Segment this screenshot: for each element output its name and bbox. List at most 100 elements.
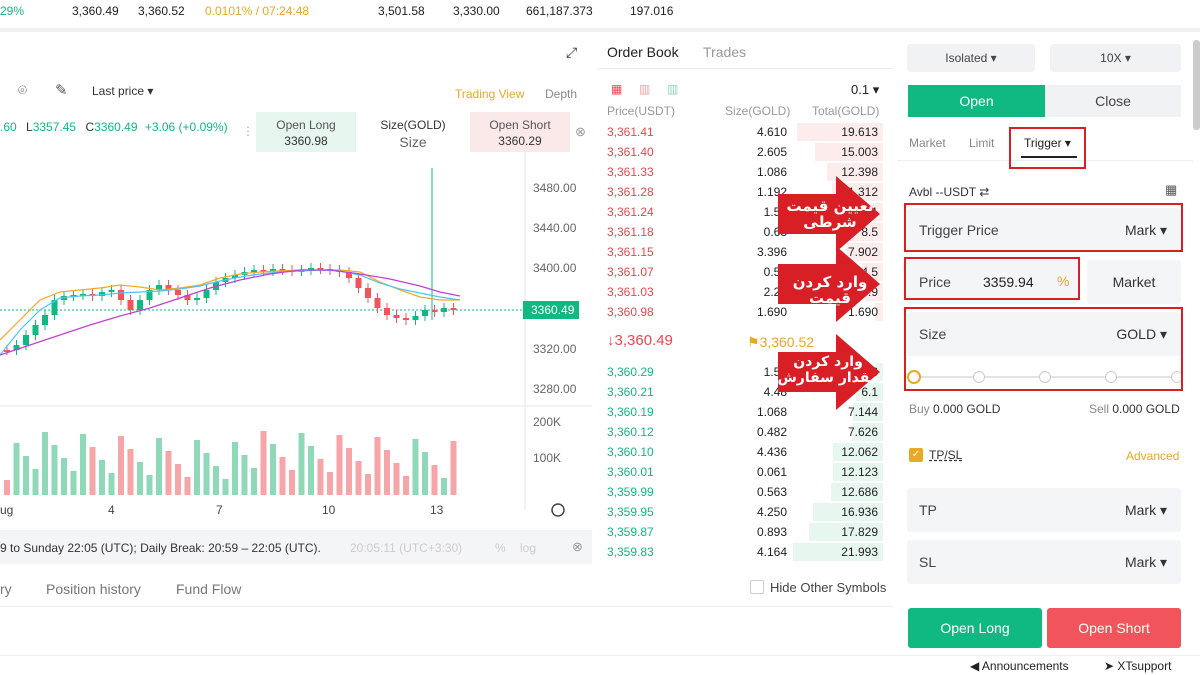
tab-trades[interactable]: Trades <box>703 44 747 60</box>
view-both-icon[interactable]: ▦ <box>611 82 623 96</box>
candle <box>118 290 124 300</box>
row-size: 4.610 <box>756 125 787 139</box>
row-price: 3,361.28 <box>607 185 654 199</box>
support-link[interactable]: ➤ XTsupport <box>1104 659 1172 673</box>
edit-icon[interactable]: ✎ <box>55 82 68 99</box>
view-asks-icon[interactable]: ▥ <box>639 82 651 96</box>
sl-type-select[interactable]: Mark ▾ <box>1124 554 1167 570</box>
bid-row[interactable]: 3,359.83 4.164 21.993 <box>607 542 883 562</box>
tab-limit[interactable]: Limit <box>969 136 995 150</box>
volume-bar <box>70 471 77 495</box>
trading-view-tab[interactable]: Trading View <box>455 87 525 101</box>
volume-bar <box>146 475 153 495</box>
tab-fund-flow[interactable]: Fund Flow <box>176 581 242 597</box>
row-price: 3,359.87 <box>607 525 654 539</box>
order-book: Order Book Trades ▦ ▥ ▥ 0.1 ▾ Price(USDT… <box>597 32 893 564</box>
divider <box>897 160 1193 161</box>
candle <box>317 268 324 270</box>
trigger-type-select[interactable]: Mark ▾ <box>1124 222 1167 238</box>
candlestick-chart[interactable]: 3480.00 3440.00 3400.00 3320.00 3280.00 … <box>0 150 592 530</box>
slider-step[interactable] <box>973 371 985 383</box>
close-tab[interactable]: Close <box>1045 85 1181 117</box>
session-bar: 9 to Sunday 22:05 (UTC); Daily Break: 20… <box>0 530 592 564</box>
announcements-link[interactable]: ◀ Announcements <box>970 659 1069 673</box>
available-balance: Avbl --USDT ⇄ <box>909 185 990 199</box>
ask-row[interactable]: 3,361.40 2.605 15.003 <box>607 142 883 162</box>
close-quick-order-icon[interactable]: ⊗ <box>575 124 586 139</box>
bid-row[interactable]: 3,359.95 4.250 16.936 <box>607 502 883 522</box>
candle <box>232 275 238 278</box>
ask-row[interactable]: 3,360.98 1.690 1.690 <box>607 302 883 322</box>
volume-bar <box>137 462 143 495</box>
bid-row[interactable]: 3,359.87 0.893 17.829 <box>607 522 883 542</box>
tab-order-book[interactable]: Order Book <box>607 44 679 60</box>
open-long-button[interactable]: Open Long <box>908 608 1042 648</box>
calculator-icon[interactable]: ▦ <box>1165 182 1178 197</box>
depth-tab[interactable]: Depth <box>545 87 578 101</box>
ticker-funding: 0.0101% / 07:24:48 <box>205 4 310 18</box>
x-tick: ug <box>0 503 13 517</box>
close-icon[interactable]: ⊗ <box>572 539 583 554</box>
bid-row[interactable]: 3,360.01 0.061 12.123 <box>607 462 883 482</box>
slider-step[interactable] <box>1105 371 1117 383</box>
volume-bar <box>374 437 381 495</box>
price-value[interactable]: 3359.94 <box>983 274 1034 290</box>
advanced-link[interactable]: Advanced <box>1126 449 1180 463</box>
open-tab[interactable]: Open <box>908 85 1045 117</box>
candle <box>108 290 115 292</box>
candle <box>127 300 134 310</box>
chart-settings-icon[interactable] <box>551 503 565 517</box>
bid-row[interactable]: 3,360.19 1.068 7.144 <box>607 402 883 422</box>
volume-bar <box>441 478 447 495</box>
ask-row[interactable]: 3,361.07 0.53 4.5 <box>607 262 883 282</box>
slider-step[interactable] <box>1039 371 1051 383</box>
bid-row[interactable]: 3,360.10 4.436 12.062 <box>607 442 883 462</box>
tab-market[interactable]: Market <box>909 136 946 150</box>
size-unit-select[interactable]: GOLD ▾ <box>1116 326 1167 342</box>
margin-mode-select[interactable]: Isolated ▾ <box>907 44 1035 72</box>
percent-icon[interactable]: % <box>1057 273 1070 289</box>
ask-row[interactable]: 3,361.15 3.396 7.902 <box>607 242 883 262</box>
volume-bar <box>42 432 48 495</box>
quick-size-input[interactable]: Size(GOLD) Size <box>362 112 464 152</box>
bid-row[interactable]: 3,359.99 0.563 12.686 <box>607 482 883 502</box>
market-price-button[interactable]: Market <box>1087 260 1181 304</box>
quick-open-long-button[interactable]: Open Long 3360.98 <box>256 112 356 152</box>
tab-position-history[interactable]: Position history <box>46 581 141 597</box>
ask-row[interactable]: 3,361.41 4.610 19.613 <box>607 122 883 142</box>
tp-type-select[interactable]: Mark ▾ <box>1124 502 1167 518</box>
tpsl-checkbox[interactable]: ✓ <box>909 448 923 462</box>
bid-row[interactable]: 3,360.12 0.482 7.626 <box>607 422 883 442</box>
quick-open-short-button[interactable]: Open Short 3360.29 <box>470 112 570 152</box>
tp-field[interactable]: TP Mark ▾ <box>907 488 1181 532</box>
volume-bar <box>80 434 86 495</box>
hide-other-checkbox[interactable] <box>750 580 764 594</box>
view-bids-icon[interactable]: ▥ <box>667 82 679 96</box>
size-slider-handle[interactable] <box>907 370 921 384</box>
size-field[interactable]: Size GOLD ▾ <box>907 312 1181 356</box>
sl-field[interactable]: SL Mark ▾ <box>907 540 1181 584</box>
low-value: 3357.45 <box>32 120 77 134</box>
price-field[interactable]: Price 3359.94 % <box>907 260 1077 304</box>
precision-select[interactable]: 0.1 ▾ <box>851 82 880 97</box>
trigger-price-field[interactable]: Trigger Price Mark ▾ <box>907 208 1181 252</box>
low-label: L <box>26 120 33 134</box>
tab-history[interactable]: ry <box>0 581 12 597</box>
volume-bar <box>317 459 324 495</box>
expand-icon[interactable]: ⤢ <box>566 44 578 60</box>
row-size: 1.068 <box>756 405 787 419</box>
price-type-select[interactable]: Last price ▾ <box>92 84 154 98</box>
col-total: Total(GOLD) <box>812 104 880 118</box>
volume-bar <box>118 436 124 495</box>
log-toggle[interactable]: log <box>520 541 537 555</box>
percent-toggle[interactable]: % <box>495 541 506 555</box>
footer: ◀ Announcements ➤ XTsupport <box>0 655 1200 675</box>
scrollbar[interactable] <box>1193 40 1200 130</box>
ask-row[interactable]: 3,361.33 1.086 12.398 <box>607 162 883 182</box>
camera-icon[interactable]: ⌾ <box>18 82 28 99</box>
row-price: 3,360.21 <box>607 385 654 399</box>
leverage-select[interactable]: 10X ▾ <box>1050 44 1181 72</box>
open-short-button[interactable]: Open Short <box>1047 608 1181 648</box>
bid-row[interactable]: 3,360.21 4.48 6.1 <box>607 382 883 402</box>
tab-trigger[interactable]: Trigger ▾ <box>1024 136 1071 150</box>
